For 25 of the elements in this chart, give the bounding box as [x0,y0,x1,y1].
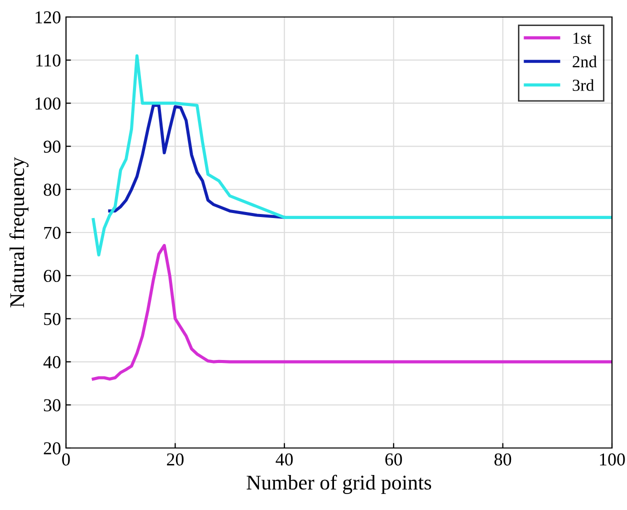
y-tick-label: 120 [36,11,60,24]
x-tick-label: 60 [385,453,402,466]
y-tick-label: 30 [44,399,60,412]
x-tick-label: 0 [62,453,70,466]
line-series [92,54,612,256]
y-tick-label: 70 [44,226,60,239]
x-tick-label: 80 [494,453,512,466]
y-axis-title: Natural frequency [9,157,28,308]
x-tick-label: 20 [166,453,184,466]
y-tick-label: 80 [44,184,60,196]
line-series [92,244,612,381]
x-tick-label: 40 [276,453,293,466]
y-tick-label: 110 [36,54,60,67]
x-axis-title: Number of grid points [246,474,432,494]
y-tick-label: 50 [44,312,60,326]
legend-label: 2nd [572,56,597,68]
legend-label: 3rd [572,79,594,91]
line-series [108,104,286,219]
y-tick-label: 20 [44,442,60,454]
y-tick-label: 40 [43,356,60,368]
legend-label: 1st [573,32,592,44]
y-tick-label: 60 [44,270,60,282]
x-tick-label: 100 [600,453,625,466]
y-tick-label: 90 [44,140,60,153]
y-tick-label: 100 [36,97,60,110]
